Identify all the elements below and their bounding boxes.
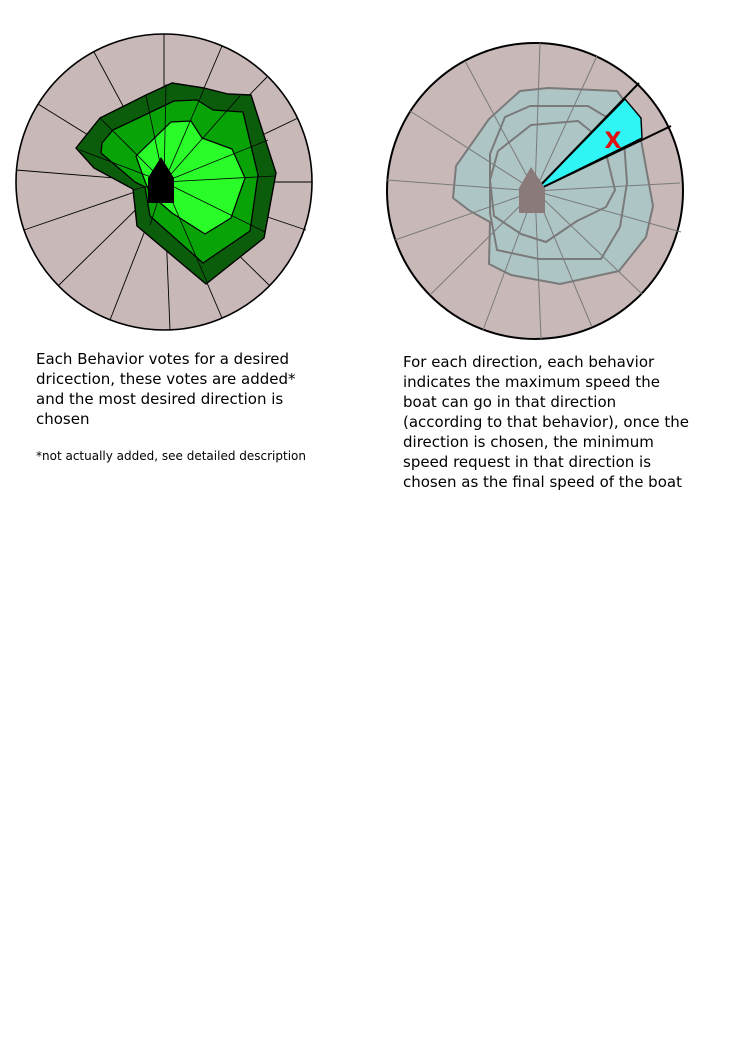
direction-spokes — [386, 42, 682, 340]
vote-caption: Each Behavior votes for a desired dricec… — [36, 350, 296, 428]
vote-footnote: *not actually added, see detailed descri… — [36, 449, 306, 463]
boat-icon — [519, 167, 545, 213]
sector-boundary-upper — [534, 82, 640, 192]
direction-vote-diagram — [15, 33, 313, 331]
speed-caption: For each direction, each behavior indica… — [403, 353, 689, 491]
vote-spokes-overlay — [79, 83, 276, 283]
boat-icon — [148, 157, 174, 203]
vote-region-inner — [135, 120, 246, 235]
chosen-speed-marker: X — [605, 129, 622, 154]
speed-limit-diagram: X — [386, 42, 684, 340]
sector-boundary-lower — [534, 125, 672, 192]
